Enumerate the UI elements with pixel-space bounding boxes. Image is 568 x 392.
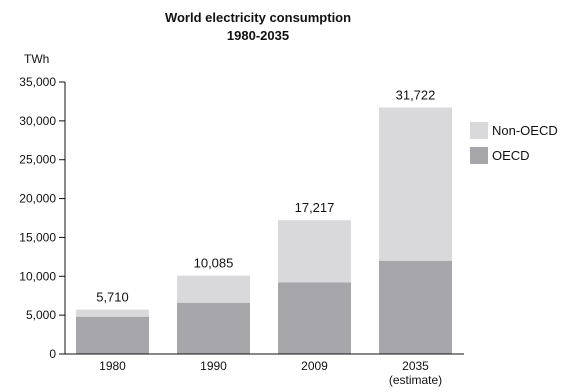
bar-non-oecd-1990 xyxy=(177,275,250,303)
y-tick-label: 35,000 xyxy=(19,75,56,89)
y-tick-label: 15,000 xyxy=(19,230,56,244)
bar-oecd-2009 xyxy=(278,282,351,354)
legend-swatch-non-oecd xyxy=(470,122,488,139)
y-tick-label: 25,000 xyxy=(19,153,56,167)
chart-title: World electricity consumption xyxy=(165,10,351,25)
bar-oecd-2035 xyxy=(379,260,452,354)
bar-non-oecd-2009 xyxy=(278,220,351,283)
bar-total-label: 10,085 xyxy=(194,256,234,271)
bar-total-label: 5,710 xyxy=(96,290,129,305)
bar-non-oecd-2035 xyxy=(379,107,452,261)
bar-oecd-1990 xyxy=(177,302,250,354)
x-tick-label: 2035 xyxy=(402,359,429,373)
y-tick-label: 10,000 xyxy=(19,269,56,283)
bar-non-oecd-1980 xyxy=(76,309,149,317)
x-axis: 1980 1990 2009 2035(estimate) xyxy=(65,353,464,387)
legend-label: Non-OECD xyxy=(492,123,558,138)
legend-label: OECD xyxy=(492,148,530,163)
chart-subtitle: 1980-2035 xyxy=(227,28,289,43)
bar-oecd-1980 xyxy=(76,316,149,354)
y-axis-unit: TWh xyxy=(24,52,49,66)
y-axis: 0 5,000 10,000 15,000 20,000 25,000 30,000 35,0… xyxy=(19,75,66,361)
y-tick-label: 20,000 xyxy=(19,192,56,206)
x-tick-label: 1990 xyxy=(200,359,227,373)
x-tick-note: (estimate) xyxy=(389,373,442,387)
legend-swatch-oecd xyxy=(470,147,488,164)
x-tick-label: 2009 xyxy=(301,359,328,373)
y-tick-label: 30,000 xyxy=(19,114,56,128)
bar-total-label: 17,217 xyxy=(295,200,335,215)
legend: Non-OECD OECD xyxy=(470,122,558,164)
y-tick-label: 5,000 xyxy=(26,308,56,322)
y-tick-label: 0 xyxy=(49,347,56,361)
x-tick-label: 1980 xyxy=(99,359,126,373)
bar-total-label: 31,722 xyxy=(396,87,436,102)
bars: 5,710 10,085 17,217 31,722 xyxy=(76,87,452,354)
